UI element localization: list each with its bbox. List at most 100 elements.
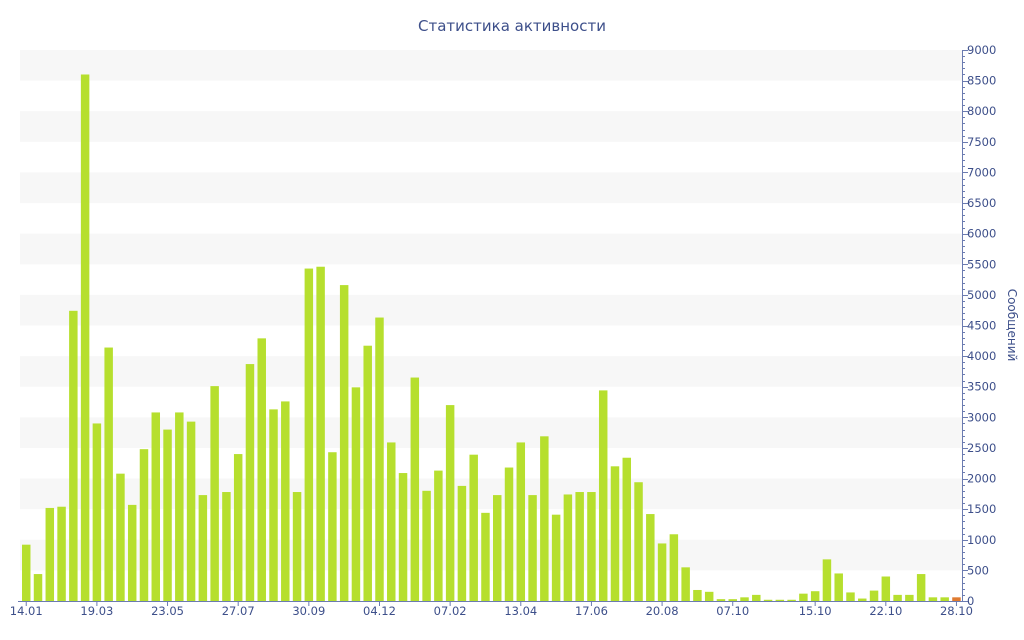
x-tick-label: 17.06: [575, 604, 608, 618]
grid-band: [20, 111, 962, 142]
bar: [375, 317, 384, 601]
bar: [422, 490, 431, 601]
grid-band: [20, 417, 962, 448]
bar: [810, 591, 820, 601]
bar: [116, 473, 125, 601]
grid-band: [20, 539, 962, 571]
y-tick-label: 4000: [967, 349, 996, 363]
bar: [363, 345, 372, 601]
bar: [846, 592, 855, 601]
grid-band: [20, 478, 962, 510]
y-tick-label: 0: [967, 594, 974, 608]
y-axis-label: Сообщений: [1005, 289, 1019, 362]
bar: [740, 597, 749, 601]
chart-title: Статистика активности: [418, 17, 606, 35]
bar: [575, 492, 584, 601]
y-tick-label: 9000: [967, 43, 996, 57]
bar: [457, 485, 467, 601]
bar: [787, 599, 796, 601]
y-tick-label: 2500: [967, 441, 996, 455]
bar: [528, 495, 537, 601]
y-tick-label: 5500: [967, 257, 996, 271]
bar: [257, 338, 266, 601]
y-tick-label: 7500: [967, 135, 996, 149]
bar: [445, 405, 455, 601]
bar: [434, 470, 443, 601]
y-tick-label: 6500: [967, 196, 996, 210]
bar: [245, 364, 255, 601]
bar: [634, 482, 643, 601]
bar: [387, 442, 396, 601]
x-tick-label: 20.08: [646, 604, 679, 618]
bar: [563, 494, 573, 601]
bar: [893, 594, 902, 601]
bar: [57, 506, 66, 601]
bar: [469, 454, 478, 601]
bar: [80, 74, 90, 601]
bar: [681, 567, 690, 601]
grid-band: [20, 356, 962, 387]
bar-series: [22, 74, 961, 601]
grid-band: [20, 294, 962, 326]
bar: [175, 412, 184, 601]
x-tick-label: 04.12: [363, 604, 396, 618]
x-tick-label: 19.03: [80, 604, 113, 618]
bar: [669, 534, 679, 601]
y-tick-label: 8000: [967, 104, 996, 118]
bar: [104, 347, 113, 601]
bar: [281, 401, 290, 601]
bar: [163, 429, 172, 601]
bar: [610, 466, 620, 601]
bar: [657, 543, 667, 601]
bar: [328, 452, 337, 601]
bar: [858, 598, 867, 601]
x-tick-label: 13.04: [504, 604, 537, 618]
bar: [493, 495, 502, 601]
bar: [139, 449, 149, 601]
bar: [752, 594, 761, 601]
bar: [481, 512, 490, 601]
bar: [222, 492, 231, 601]
y-tick-label: 4500: [967, 319, 996, 333]
bar: [834, 573, 843, 601]
bar: [622, 457, 632, 601]
y-tick-label: 3500: [967, 380, 996, 394]
bar: [186, 421, 196, 601]
bar: [646, 514, 655, 601]
bar: [775, 599, 785, 601]
x-tick-label: 15.10: [799, 604, 832, 618]
bar: [822, 559, 832, 601]
grid-band: [20, 172, 962, 204]
x-tick-label: 07.10: [716, 604, 749, 618]
y-tick-label: 1000: [967, 533, 996, 547]
bar: [881, 576, 891, 601]
bar: [269, 409, 278, 601]
bar: [410, 377, 420, 601]
y-axis: 0 500 1000 1500 2000 2500 3000 3500 4000 4500 5000…: [962, 43, 996, 608]
bar: [598, 390, 608, 601]
bar-current: [952, 597, 961, 601]
bar: [351, 387, 361, 601]
bar: [940, 597, 949, 601]
bar: [551, 514, 561, 601]
y-tick-label: 2000: [967, 472, 996, 486]
y-tick-label: 6000: [967, 227, 996, 241]
y-tick-label: 1500: [967, 502, 996, 516]
x-tick-label: 23.05: [151, 604, 184, 618]
bar: [763, 599, 773, 601]
bar: [151, 412, 161, 601]
bar: [799, 593, 808, 601]
bar: [92, 423, 102, 601]
bar: [540, 436, 549, 601]
y-tick-label: 7000: [967, 165, 996, 179]
bar: [198, 495, 208, 601]
bar: [928, 597, 938, 601]
y-tick-label: 3000: [967, 410, 996, 424]
bar: [233, 454, 243, 601]
bar: [304, 268, 314, 601]
bar: [339, 285, 349, 601]
bar: [292, 492, 302, 601]
bar: [69, 310, 78, 601]
x-tick-label: 07.02: [434, 604, 467, 618]
